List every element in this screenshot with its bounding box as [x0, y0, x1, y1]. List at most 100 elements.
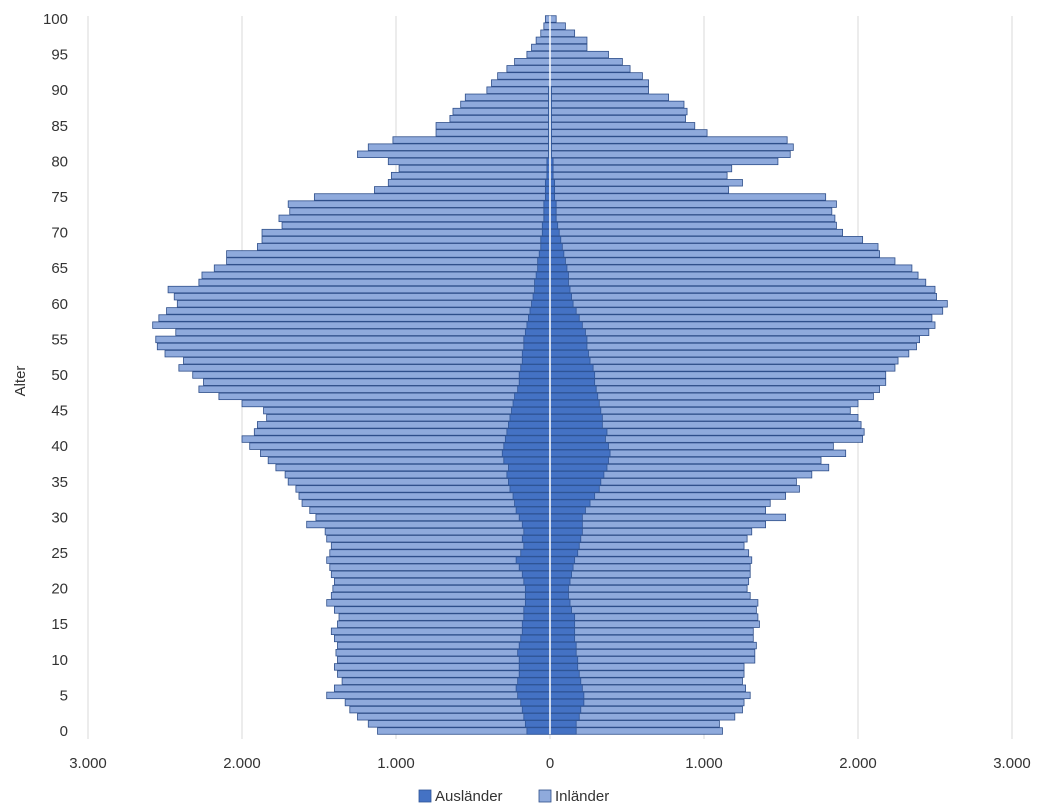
- y-tick-label-75: 75: [51, 189, 68, 206]
- bar-auslnder-left-age-3: [521, 705, 551, 714]
- bar-inlnder-left-age-22: [330, 570, 551, 579]
- bar-auslnder-right-age-18: [549, 599, 571, 607]
- bar-auslnder-left-age-69: [540, 236, 551, 244]
- bar-inlnder-right-age-98: [549, 29, 576, 37]
- bar-auslnder-left-age-74: [543, 200, 551, 208]
- legend-label-inlaender: Inländer: [555, 788, 609, 805]
- bar-auslnder-left-age-52: [521, 357, 551, 365]
- bar-auslnder-right-age-19: [549, 592, 569, 600]
- bar-auslnder-right-age-45: [549, 406, 602, 415]
- bar-auslnder-left-age-17: [523, 606, 551, 614]
- bar-inlnder-left-age-12: [337, 641, 551, 650]
- bar-inlnder-right-age-78: [549, 171, 728, 180]
- bar-inlnder-right-age-13: [549, 634, 754, 643]
- bar-auslnder-right-age-64: [549, 271, 569, 279]
- bar-inlnder-right-age-82: [549, 143, 794, 151]
- bar-inlnder-left-age-26: [330, 542, 551, 550]
- bar-auslnder-left-age-1: [524, 720, 551, 728]
- bar-auslnder-left-age-72: [543, 214, 551, 223]
- bar-auslnder-left-age-58: [528, 314, 551, 322]
- y-axis-tick-labels: 0 5 10 15 20 25 30 35 40 45 50 55 60 65 70 75 80 85 90 95 10…: [43, 11, 68, 740]
- bar-auslnder-left-age-12: [518, 641, 551, 650]
- bar-auslnder-left-age-21: [523, 577, 551, 586]
- bar-auslnder-left-age-43: [508, 421, 551, 429]
- bar-auslnder-left-age-25: [520, 549, 551, 557]
- y-tick-label-5: 5: [60, 687, 68, 704]
- y-tick-label-15: 15: [51, 616, 68, 633]
- bar-auslnder-right-age-56: [549, 328, 586, 336]
- bar-auslnder-left-age-26: [523, 542, 551, 550]
- y-axis-label: Alter: [12, 366, 29, 397]
- bar-inlnder-right-age-75: [549, 193, 827, 201]
- bar-inlnder-left-age-16: [338, 613, 551, 621]
- bar-auslnder-left-age-19: [524, 592, 551, 600]
- x-tick-label-2: 1.000: [377, 755, 415, 772]
- bar-auslnder-right-age-11: [549, 649, 577, 657]
- bar-inlnder-left-age-5: [326, 691, 551, 700]
- bar-inlnder-right-age-73: [549, 207, 833, 215]
- bar-inlnder-left-age-82: [367, 143, 551, 151]
- y-tick-label-55: 55: [51, 331, 68, 348]
- bar-inlnder-right-age-66: [549, 257, 896, 265]
- bar-inlnder-left-age-88: [460, 100, 551, 109]
- bar-auslnder-right-age-48: [549, 385, 597, 393]
- bar-auslnder-left-age-33: [512, 492, 551, 500]
- legend-swatch-auslaender: [418, 789, 432, 803]
- bar-inlnder-right-age-57: [549, 321, 936, 329]
- legend-label-auslaender: Ausländer: [435, 788, 503, 805]
- bar-inlnder-right-age-68: [549, 243, 879, 251]
- bar-auslnder-left-age-37: [508, 463, 551, 472]
- bar-auslnder-right-age-60: [549, 300, 574, 308]
- bar-auslnder-left-age-4: [520, 698, 551, 707]
- bar-auslnder-left-age-65: [537, 264, 551, 272]
- bar-auslnder-right-age-1: [549, 720, 577, 728]
- bar-inlnder-left-age-66: [226, 257, 551, 265]
- bar-inlnder-left-age-45: [263, 406, 551, 415]
- bar-auslnder-left-age-8: [518, 670, 551, 678]
- bar-inlnder-left-age-28: [324, 527, 551, 536]
- bar-inlnder-left-age-32: [301, 499, 551, 507]
- bar-inlnder-left-age-63: [198, 278, 551, 287]
- x-tick-label-1: 2.000: [223, 755, 261, 772]
- bar-inlnder-left-age-30: [315, 513, 551, 522]
- bar-auslnder-left-age-63: [534, 278, 551, 287]
- bar-auslnder-left-age-28: [523, 527, 551, 536]
- bar-auslnder-right-age-21: [549, 577, 571, 586]
- bar-inlnder-left-age-83: [392, 136, 551, 144]
- bar-inlnder-left-age-0: [377, 727, 551, 735]
- bar-auslnder-right-age-27: [549, 535, 582, 543]
- y-tick-label-95: 95: [51, 47, 68, 64]
- bar-auslnder-right-age-61: [549, 293, 572, 301]
- bar-auslnder-right-age-63: [549, 278, 569, 287]
- bar-inlnder-left-age-62: [167, 285, 551, 294]
- bar-auslnder-left-age-40: [503, 442, 551, 450]
- bar-auslnder-right-age-54: [549, 342, 588, 351]
- bar-auslnder-left-age-22: [521, 570, 551, 579]
- bar-auslnder-right-age-30: [549, 513, 583, 522]
- bar-inlnder-right-age-58: [549, 314, 933, 322]
- bar-inlnder-right-age-59: [549, 307, 944, 315]
- bar-auslnder-right-age-43: [549, 421, 603, 429]
- bar-auslnder-left-age-49: [518, 378, 551, 386]
- bar-inlnder-left-age-49: [203, 378, 551, 386]
- bar-inlnder-right-age-64: [549, 271, 919, 279]
- bar-inlnder-right-age-18: [549, 599, 759, 607]
- bar-inlnder-right-age-95: [549, 50, 609, 59]
- bar-auslnder-right-age-13: [549, 634, 576, 643]
- bar-inlnder-right-age-99: [549, 22, 566, 30]
- bar-auslnder-left-age-62: [534, 285, 551, 294]
- bar-inlnder-left-age-90: [486, 86, 551, 94]
- bar-inlnder-right-age-93: [549, 65, 631, 73]
- y-tick-label-40: 40: [51, 438, 68, 455]
- bar-inlnder-left-age-77: [387, 179, 551, 187]
- bar-auslnder-right-age-14: [549, 627, 576, 635]
- bar-inlnder-left-age-19: [330, 592, 551, 600]
- bar-inlnder-left-age-65: [213, 264, 551, 272]
- bar-inlnder-left-age-91: [491, 79, 551, 87]
- bar-auslnder-left-age-50: [518, 371, 551, 379]
- bar-auslnder-right-age-37: [549, 463, 608, 472]
- bar-inlnder-right-age-80: [549, 157, 779, 166]
- bar-inlnder-right-age-50: [549, 371, 887, 379]
- bar-inlnder-right-age-48: [549, 385, 880, 393]
- bar-inlnder-left-age-72: [278, 214, 551, 223]
